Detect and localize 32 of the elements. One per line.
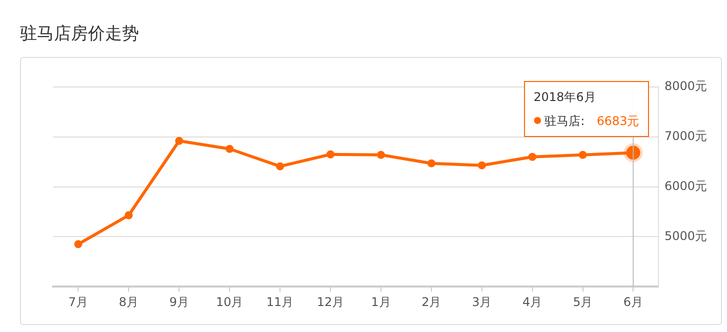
x-tick-label: 10月: [216, 294, 244, 309]
x-tick-label: 11月: [266, 294, 294, 309]
x-tick-label: 4月: [522, 294, 542, 309]
y-tick-label: 6000元: [664, 178, 708, 193]
x-tick-label: 1月: [371, 294, 391, 309]
point: [427, 159, 436, 168]
point: [74, 240, 82, 248]
data-label: 6683元: [596, 112, 640, 130]
point: [528, 152, 536, 161]
y-tick-label: 5000元: [664, 228, 708, 243]
chart-title: 驻马店房价走势: [20, 23, 139, 45]
point: [326, 150, 335, 158]
point: [276, 162, 284, 170]
annotation: 2018年6月: [534, 88, 597, 106]
point: [376, 150, 385, 159]
x-tick-label: 7月: [68, 294, 88, 309]
point: [124, 211, 133, 220]
y-tick-label: 8000元: [664, 79, 708, 94]
point: [175, 136, 184, 145]
x-tick-label: 6月: [623, 294, 644, 309]
x-tick-label: 3月: [472, 294, 492, 309]
point: [578, 150, 587, 159]
point: [226, 144, 234, 153]
x-tick-label: 2月: [422, 294, 442, 309]
x-tick-label: 8月: [118, 294, 139, 309]
point: [478, 161, 486, 170]
tooltip-box: 2018年6月 驻马店: 6683元: [524, 80, 650, 137]
x-tick-label: 12月: [316, 294, 344, 309]
x-tick-label: 5月: [572, 294, 593, 309]
legend-label: 驻马店:: [544, 112, 585, 130]
y-tick-label: 7000元: [664, 129, 708, 144]
x-tick-label: 9月: [169, 294, 189, 309]
